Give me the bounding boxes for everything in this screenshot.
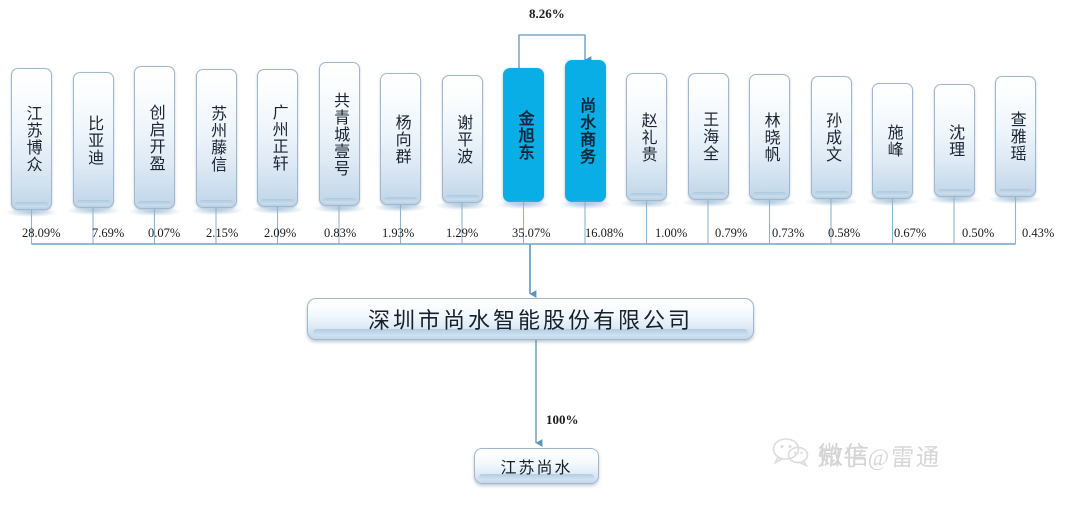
shareholder-percentage-13: 0.73% [772,226,805,240]
shareholder-percentage-1: 28.09% [22,226,61,240]
shareholder-name: 施峰 [884,124,902,158]
shareholder-percentage-16: 0.50% [962,226,995,240]
shareholder-name: 查雅瑶 [1007,111,1025,162]
shareholder-name: 尚水商务 [577,97,595,165]
shareholder-percentage-14: 0.58% [828,226,861,240]
watermark-overlay-text: 知乎@雷通 [817,444,942,471]
shareholder-percentage-10: 16.08% [585,226,624,240]
shareholder-percentage-8: 1.29% [446,226,479,240]
watermark: 微信 知乎@雷通 [772,436,942,472]
shareholder-percentage-5: 2.09% [264,226,297,240]
shareholder-name: 孙成文 [823,112,841,163]
shareholder-percentage-3: 0.07% [148,226,181,240]
shareholder-name: 苏州藤信 [208,104,226,173]
shareholder-percentage-12: 0.79% [715,226,748,240]
shareholder-name: 金旭东 [515,109,533,161]
shareholder-box-10[interactable]: 尚水商务 [564,60,606,202]
shareholder-box-13[interactable]: 林晓帆 [749,74,790,200]
shareholder-box-1[interactable]: 江苏博众 [11,68,52,210]
shareholder-box-12[interactable]: 王海全 [687,73,729,200]
shareholder-box-8[interactable]: 谢平波 [441,75,483,203]
main-company-label: 深圳市尚水智能股份有限公司 [367,308,693,333]
shareholder-name: 杨向群 [392,113,410,165]
shareholder-percentage-15: 0.67% [894,226,927,240]
cross-holding-percentage: 8.26% [529,6,565,21]
subsidiary-label: 江苏尚水 [500,460,573,477]
shareholder-percentage-7: 1.93% [382,226,415,240]
wechat-icon [772,437,810,472]
shareholder-box-3[interactable]: 创启开盈 [134,66,175,209]
shareholder-name: 林晓帆 [761,111,779,163]
shareholder-box-15[interactable]: 施峰 [872,83,913,199]
shareholder-box-14[interactable]: 孙成文 [810,76,852,199]
shareholder-box-17[interactable]: 查雅瑶 [995,76,1036,197]
shareholder-percentage-11: 1.00% [655,226,688,240]
subsidiary-box[interactable]: 江苏尚水 [474,448,599,484]
shareholder-box-6[interactable]: 共青城壹号 [318,62,360,206]
shareholder-box-5[interactable]: 广州正轩 [257,69,298,207]
shareholder-box-7[interactable]: 杨向群 [380,73,421,205]
shareholder-name: 创启开盈 [146,103,164,172]
shareholder-box-11[interactable]: 赵礼贵 [626,73,667,201]
shareholder-name: 江苏博众 [23,105,41,173]
shareholder-name: 谢平波 [454,113,472,165]
shareholder-name: 广州正轩 [269,104,287,172]
subsidiary-percentage: 100% [546,412,579,427]
shareholder-percentage-6: 0.83% [324,226,357,240]
shareholder-box-2[interactable]: 比亚迪 [72,72,114,208]
shareholder-box-16[interactable]: 沈理 [933,84,975,197]
shareholder-percentage-2: 7.69% [92,226,125,240]
shareholder-name: 赵礼贵 [638,111,656,163]
shareholder-name: 共青城壹号 [331,91,349,177]
shareholder-percentage-9: 35.07% [512,226,551,240]
shareholder-box-4[interactable]: 苏州藤信 [195,69,237,208]
watermark-text: 微信 [818,443,871,470]
shareholder-percentage-17: 0.43% [1022,226,1055,240]
shareholder-name: 王海全 [700,111,718,162]
shareholder-name: 沈理 [946,123,964,158]
shareholder-percentage-4: 2.15% [206,226,239,240]
shareholder-name: 比亚迪 [85,114,103,166]
main-company-box[interactable]: 深圳市尚水智能股份有限公司 [307,298,754,340]
shareholder-box-9[interactable]: 金旭东 [503,68,544,202]
